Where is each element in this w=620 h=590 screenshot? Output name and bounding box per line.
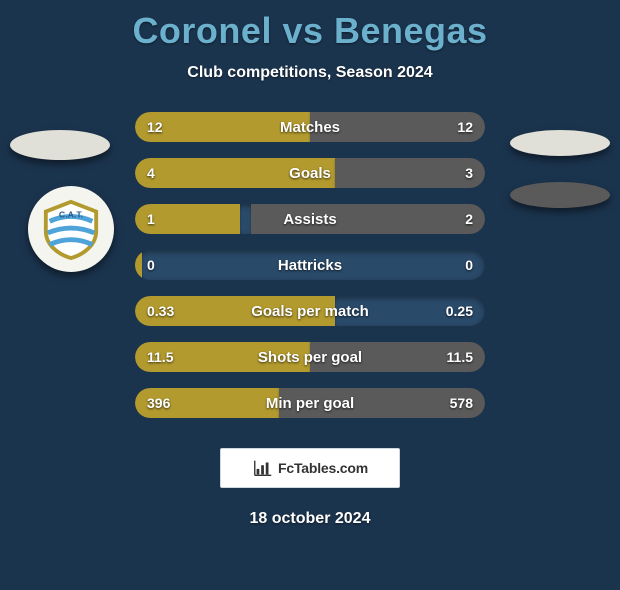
stat-value-right: 11.5: [447, 342, 473, 372]
stat-row: Assists1 2: [135, 204, 485, 234]
brand-label: FcTables.com: [278, 460, 368, 476]
brand-chart-icon: [252, 457, 274, 479]
brand-card[interactable]: FcTables.com: [220, 448, 400, 488]
stat-value-left: 396: [147, 388, 170, 418]
stat-value-right: 0: [465, 250, 473, 280]
stat-value-left: 11.5: [147, 342, 173, 372]
footer-date: 18 october 2024: [0, 510, 620, 528]
stat-value-right: 2: [465, 204, 473, 234]
stat-label: Shots per goal: [135, 342, 485, 372]
stat-label: Hattricks: [135, 250, 485, 280]
page-title: Coronel vs Benegas: [0, 10, 620, 52]
stat-row: Min per goal396 578: [135, 388, 485, 418]
stat-value-right: 0.25: [446, 296, 473, 326]
stats-bars: Matches1212Goals43Assists12Hattricks00Go…: [135, 112, 485, 418]
stat-value-left: 0.33: [147, 296, 174, 326]
stat-row: Matches12 12: [135, 112, 485, 142]
stat-label: Assists: [135, 204, 485, 234]
stat-value-right: 3: [465, 158, 473, 188]
stat-row: Goals4 3: [135, 158, 485, 188]
stat-value-left: 1: [147, 204, 155, 234]
stat-row: Goals per match0.33 0.25: [135, 296, 485, 326]
stat-label: Min per goal: [135, 388, 485, 418]
page-subtitle: Club competitions, Season 2024: [0, 64, 620, 82]
stat-value-right: 578: [450, 388, 473, 418]
stat-value-left: 4: [147, 158, 155, 188]
stat-row: Hattricks0 0: [135, 250, 485, 280]
stat-row: Shots per goal11.5 11.5: [135, 342, 485, 372]
stat-value-left: 12: [147, 112, 163, 142]
stat-label: Matches: [135, 112, 485, 142]
stat-label: Goals: [135, 158, 485, 188]
stat-value-left: 0: [147, 250, 155, 280]
stat-label: Goals per match: [135, 296, 485, 326]
stat-value-right: 12: [457, 112, 473, 142]
